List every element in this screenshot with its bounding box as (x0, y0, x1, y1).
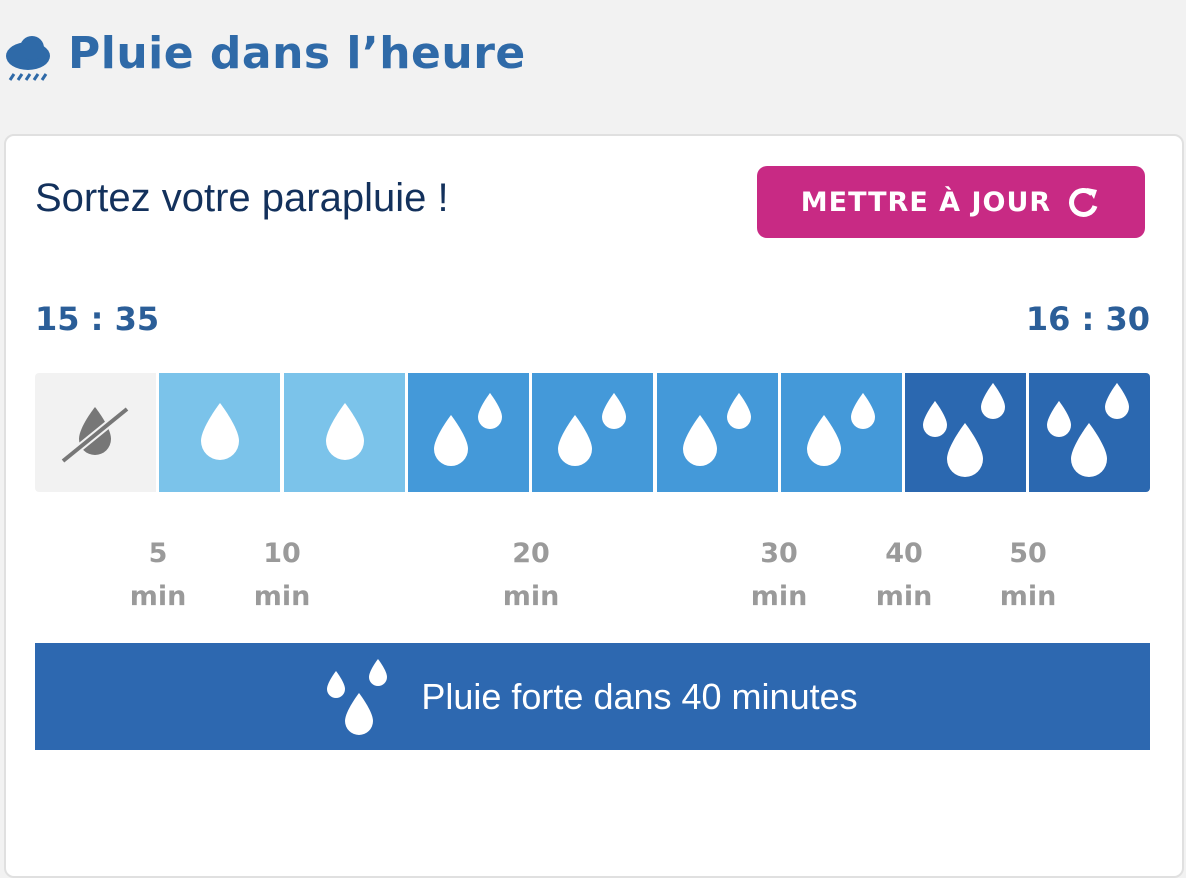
tick-number: 40 (885, 538, 923, 569)
tick-unit: min (502, 581, 560, 612)
timeline-segment (532, 373, 654, 492)
timeline-segment (407, 373, 529, 492)
message: Sortez votre parapluie ! (35, 176, 449, 220)
tick: 30 min (729, 532, 829, 618)
rain-level-icon (201, 403, 240, 460)
timeline-segment (35, 373, 156, 492)
rain-level-icon (923, 383, 1006, 477)
tick-number: 30 (760, 538, 798, 569)
tick: 50 min (978, 532, 1078, 618)
rain-level-icon (682, 393, 751, 466)
banner-text: Pluie forte dans 40 minutes (421, 675, 858, 717)
page: Pluie dans l’heure Sortez votre paraplui… (4, 28, 1184, 878)
timeline-segment (656, 373, 778, 492)
tick: 40 min (854, 532, 954, 618)
card (4, 134, 1184, 878)
rain-level-icon (433, 393, 502, 466)
rain-level-icon (325, 403, 364, 460)
end-time: 16 : 30 (1025, 300, 1150, 338)
start-time: 15 : 35 (35, 300, 160, 338)
tick-number: 50 (1009, 538, 1047, 569)
refresh-icon (1069, 188, 1098, 217)
tick-unit: min (875, 581, 933, 612)
rain-icon (6, 36, 50, 81)
tick-number: 5 (148, 538, 168, 569)
tick: 5 min (108, 532, 208, 618)
tick-unit: min (750, 581, 808, 612)
timeline-segment (1029, 373, 1151, 492)
timeline-segment (780, 373, 902, 492)
tick-number: 20 (512, 538, 550, 569)
button-label: METTRE À JOUR (800, 186, 1052, 218)
rain-level-icon (60, 405, 130, 465)
title: Pluie dans l’heure (68, 28, 526, 79)
tick-unit: min (129, 581, 187, 612)
heavy-rain-icon (327, 658, 388, 735)
timeline-segment (159, 373, 281, 492)
timeline-segment (905, 373, 1027, 492)
rain-level-icon (1047, 383, 1130, 477)
update-button[interactable]: METTRE À JOUR (757, 166, 1145, 238)
rain-level-icon (558, 393, 627, 466)
tick-unit: min (999, 581, 1057, 612)
timeline-segment (283, 373, 405, 492)
banner: Pluie forte dans 40 minutes (35, 643, 1150, 750)
tick-unit: min (253, 581, 311, 612)
tick-number: 10 (263, 538, 301, 569)
rain-level-icon (806, 393, 875, 466)
tick: 20 min (481, 532, 581, 618)
tick: 10 min (232, 532, 332, 618)
